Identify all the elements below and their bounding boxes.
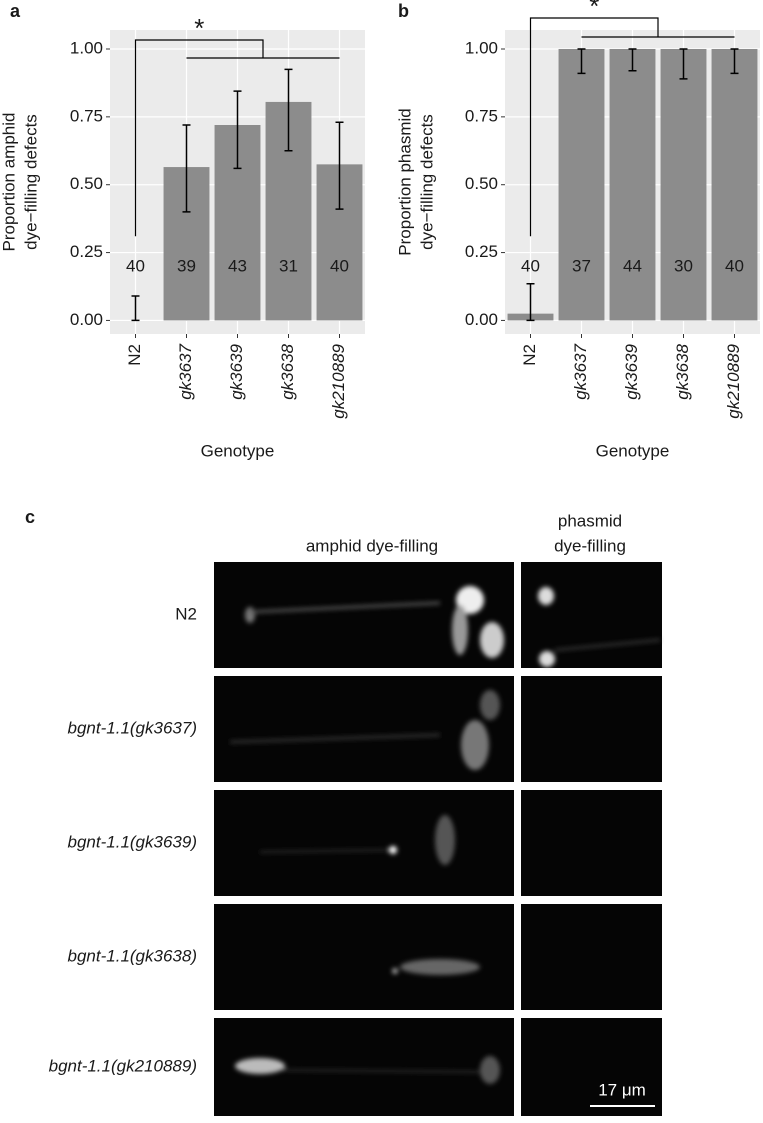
count-label: 31 (279, 256, 298, 275)
y-tick-label: 0.50 (465, 174, 498, 193)
phasmid-image (521, 790, 662, 896)
count-label: 40 (330, 256, 349, 275)
phasmid-image (521, 1018, 662, 1116)
phasmid-image (521, 562, 662, 668)
count-label: 39 (177, 256, 196, 275)
y-tick-label: 1.00 (465, 38, 498, 57)
significance-bracket (529, 17, 735, 237)
y-tick-label: 0.50 (70, 174, 103, 193)
error-bar (131, 295, 140, 322)
error-bar (284, 68, 293, 152)
amphid-image (214, 676, 514, 782)
column-header: dye-filling (554, 536, 626, 555)
micrographs: 17 μm (214, 562, 662, 1116)
row-label: bgnt-1.1(gk3637) (68, 718, 197, 737)
row-label: bgnt-1.1(gk210889) (49, 1056, 197, 1075)
scale-bar-label: 17 μm (598, 1080, 646, 1099)
panel-label: b (398, 1, 409, 21)
error-bar (730, 48, 739, 75)
x-axis-label: Genotype (596, 441, 670, 460)
x-tick-label: gk3637 (571, 343, 590, 399)
x-tick-label: gk3639 (622, 343, 641, 399)
x-tick-label: gk3638 (278, 343, 297, 399)
count-label: 40 (126, 256, 145, 275)
count-label: 37 (572, 256, 591, 275)
significance-label: * (589, 0, 599, 21)
amphid-image (214, 790, 514, 896)
bar (660, 49, 707, 321)
y-axis-label: dye−filling defects (417, 114, 436, 250)
count-label: 43 (228, 256, 247, 275)
bar (711, 49, 758, 321)
count-label: 40 (521, 256, 540, 275)
y-tick-label: 0.75 (70, 106, 103, 125)
x-tick-label: gk210889 (724, 343, 743, 418)
amphid-image (214, 904, 514, 1010)
signal (229, 586, 661, 1084)
y-tick-label: 0.25 (465, 242, 498, 261)
panel-label: a (10, 1, 21, 21)
y-axis-label: dye−filling defects (21, 114, 40, 250)
phasmid-image (521, 676, 662, 782)
count-label: 30 (674, 256, 693, 275)
count-label: 44 (623, 256, 642, 275)
error-bar (335, 121, 344, 210)
x-tick-label: N2 (520, 344, 539, 366)
error-bar (628, 48, 637, 72)
y-axis-label: Proportion amphid (0, 113, 18, 252)
x-tick-label: N2 (125, 344, 144, 366)
y-tick-label: 0.00 (70, 310, 103, 329)
y-tick-label: 0.25 (70, 242, 103, 261)
significance-label: * (194, 13, 204, 43)
y-tick-label: 0.75 (465, 106, 498, 125)
bar (609, 49, 656, 321)
x-tick-label: gk3638 (673, 343, 692, 399)
x-tick-label: gk3637 (176, 343, 195, 399)
x-tick-label: gk3639 (227, 343, 246, 399)
row-label: bgnt-1.1(gk3638) (68, 946, 197, 965)
panel-label: c (25, 507, 35, 527)
column-header: phasmid (558, 511, 622, 530)
error-bar (182, 124, 191, 213)
error-bar (233, 90, 242, 170)
error-bar (577, 48, 586, 75)
amphid-image (214, 562, 514, 668)
y-tick-label: 0.00 (465, 310, 498, 329)
phasmid-image (521, 904, 662, 1010)
row-label: bgnt-1.1(gk3639) (68, 832, 197, 851)
error-bar (679, 48, 688, 80)
error-bar (526, 283, 535, 322)
y-tick-label: 1.00 (70, 38, 103, 57)
column-header: amphid dye-filling (306, 536, 438, 555)
x-axis-label: Genotype (201, 441, 275, 460)
row-label: N2 (175, 604, 197, 623)
significance-bracket (134, 39, 340, 237)
x-tick-label: gk210889 (329, 343, 348, 418)
y-axis-label: Proportion phasmid (395, 108, 414, 255)
count-label: 40 (725, 256, 744, 275)
bar (558, 49, 605, 321)
